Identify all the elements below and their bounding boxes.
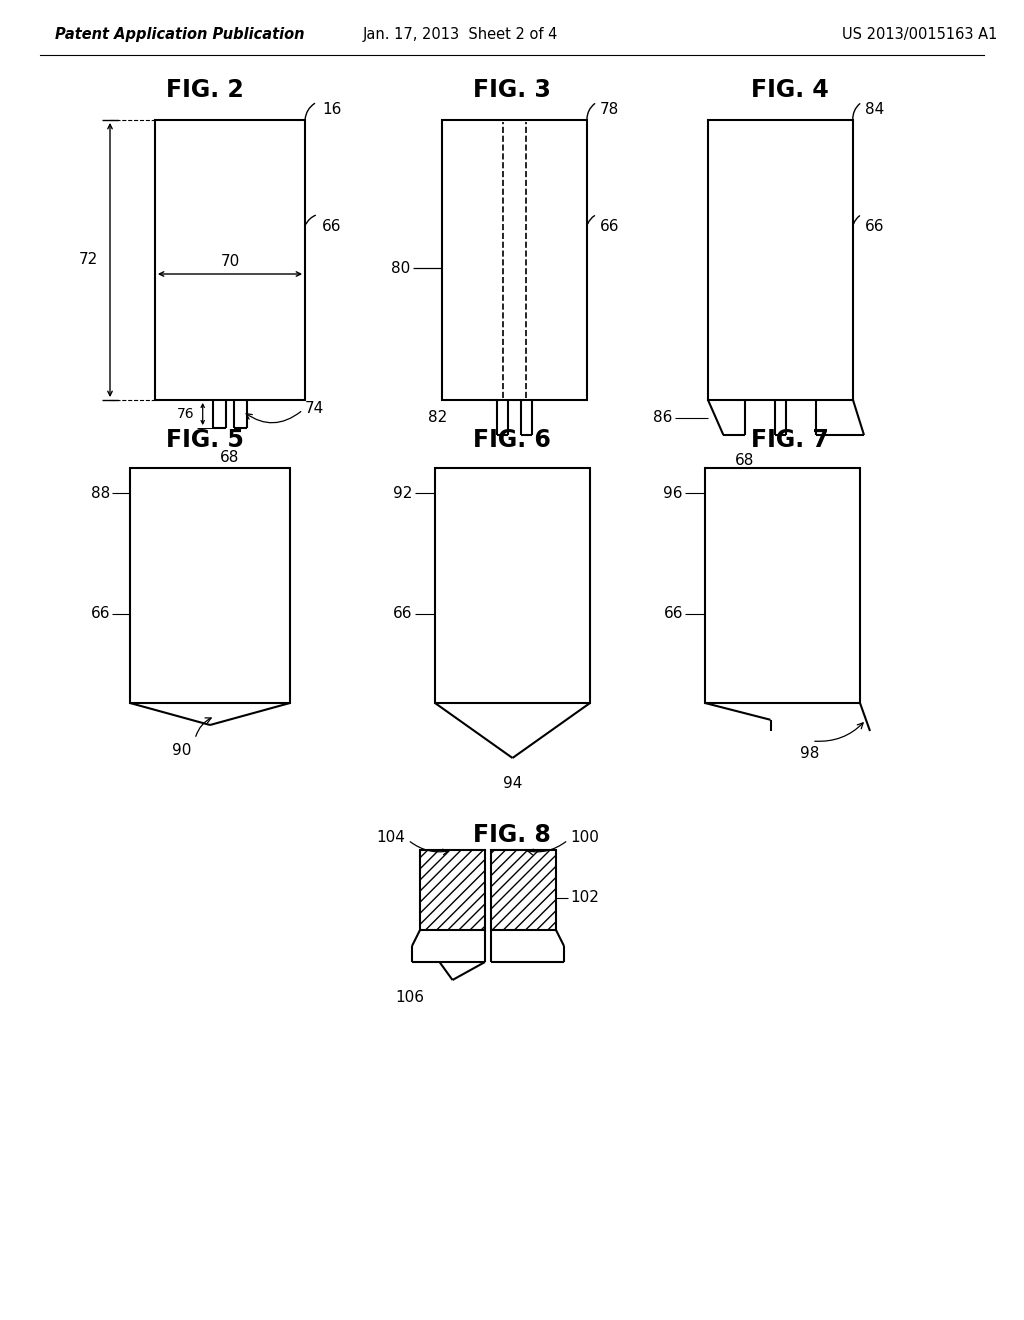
Text: 84: 84: [865, 103, 885, 117]
Text: Patent Application Publication: Patent Application Publication: [55, 28, 304, 42]
Text: FIG. 6: FIG. 6: [473, 428, 551, 451]
Bar: [130, 469, 290, 704]
Text: US 2013/0015163 A1: US 2013/0015163 A1: [843, 28, 997, 42]
Text: 88: 88: [91, 486, 110, 500]
Text: 104: 104: [376, 830, 406, 846]
Bar: [435, 469, 590, 704]
Text: 66: 66: [90, 606, 110, 622]
Bar: [155, 120, 305, 400]
Text: 94: 94: [503, 776, 522, 791]
Text: 82: 82: [428, 411, 447, 425]
Text: 66: 66: [600, 219, 620, 234]
Text: FIG. 3: FIG. 3: [473, 78, 551, 102]
Bar: [442, 120, 587, 400]
Text: 74: 74: [305, 401, 325, 416]
Text: 92: 92: [392, 486, 412, 500]
Text: 100: 100: [570, 830, 599, 846]
Text: 70: 70: [220, 253, 240, 268]
Text: FIG. 7: FIG. 7: [751, 428, 829, 451]
Bar: [490, 850, 556, 931]
Text: 98: 98: [801, 746, 819, 762]
Text: 80: 80: [391, 261, 410, 276]
Text: FIG. 2: FIG. 2: [166, 78, 244, 102]
Bar: [708, 120, 853, 400]
Text: 106: 106: [395, 990, 425, 1005]
Text: 66: 66: [322, 219, 341, 234]
Text: FIG. 5: FIG. 5: [166, 428, 244, 451]
Text: 86: 86: [652, 411, 672, 425]
Text: FIG. 4: FIG. 4: [752, 78, 828, 102]
Text: 66: 66: [664, 606, 683, 622]
Text: Jan. 17, 2013  Sheet 2 of 4: Jan. 17, 2013 Sheet 2 of 4: [362, 28, 558, 42]
Text: 16: 16: [322, 103, 341, 117]
Text: 66: 66: [392, 606, 412, 622]
Text: 72: 72: [79, 252, 97, 268]
Text: FIG. 8: FIG. 8: [473, 822, 551, 847]
Bar: [705, 469, 860, 704]
Text: 68: 68: [735, 453, 755, 469]
Text: 102: 102: [570, 891, 599, 906]
Text: 66: 66: [865, 219, 885, 234]
Text: 90: 90: [172, 743, 191, 758]
Text: 76: 76: [177, 407, 195, 421]
Text: 96: 96: [664, 486, 683, 500]
Text: 78: 78: [600, 103, 620, 117]
Text: 68: 68: [220, 450, 240, 465]
Bar: [420, 850, 485, 931]
